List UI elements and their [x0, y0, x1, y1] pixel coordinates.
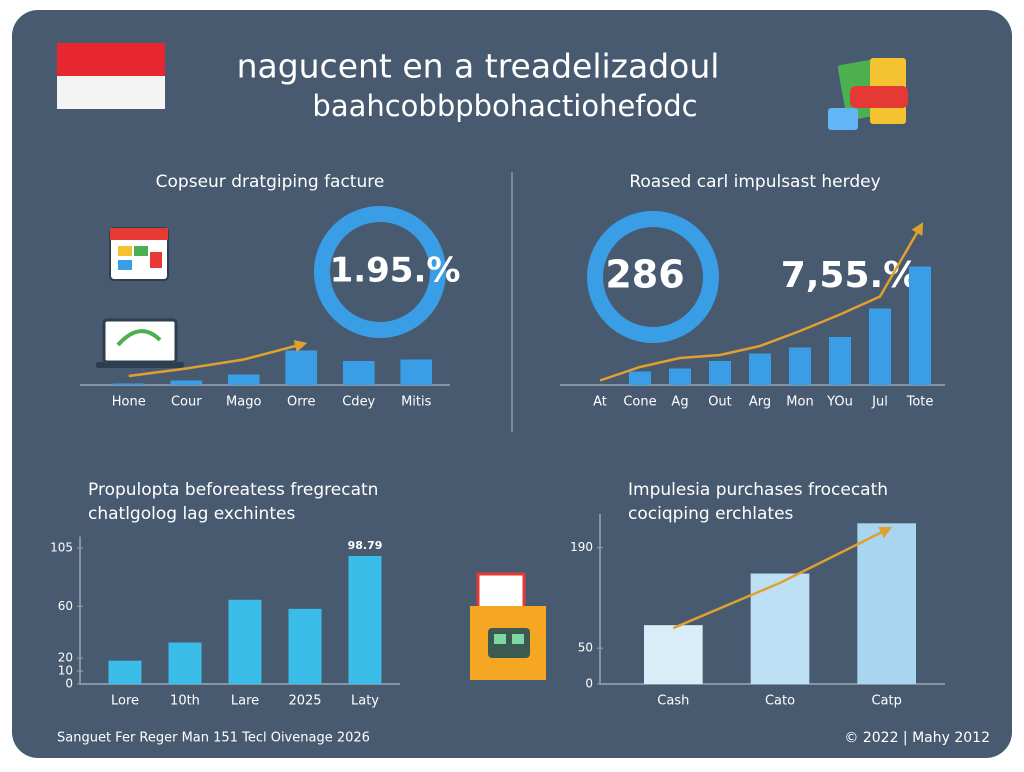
- x-tick-label: Lare: [231, 694, 259, 709]
- y-tick-label: 105: [50, 540, 73, 554]
- bar: [869, 308, 891, 385]
- x-tick-label: Mago: [226, 395, 261, 410]
- chart-title: Propulopta beforeatess fregrecatn: [88, 480, 378, 500]
- bar: [750, 573, 810, 684]
- bar: [285, 350, 318, 385]
- trend-line: [128, 340, 308, 378]
- x-tick-label: Hone: [112, 395, 146, 410]
- header-subtitle: baahcobbpbohactiohefodc: [312, 89, 697, 123]
- bar: [342, 361, 375, 385]
- y-tick-label: 0: [585, 677, 593, 691]
- donut: [587, 211, 719, 343]
- bar: [348, 556, 382, 684]
- x-tick-label: 2025: [288, 694, 321, 709]
- x-tick-label: Mon: [786, 395, 813, 410]
- laptop-icon: [96, 318, 184, 368]
- header-title: nagucent en a treadelizadoul: [237, 47, 720, 86]
- x-tick-label: Cdey: [342, 395, 375, 410]
- x-tick-label: Catp: [871, 694, 901, 709]
- chart-subtitle: chatlgolog lag exchintes: [88, 504, 295, 524]
- x-tick-label: Laty: [351, 694, 379, 709]
- value-label: 98.79: [348, 539, 383, 552]
- bar: [168, 642, 202, 684]
- chart-title: Impulesia purchases frocecath: [628, 480, 888, 500]
- chart-title: Copseur dratgiping facture: [156, 172, 385, 192]
- money-icon: [828, 58, 908, 130]
- x-tick-label: Out: [708, 395, 732, 410]
- x-tick-label: Tote: [906, 395, 934, 410]
- bar: [228, 599, 262, 684]
- x-tick-label: Cash: [657, 694, 689, 709]
- y-tick-label: 20: [58, 651, 73, 665]
- y-tick-label: 50: [578, 641, 593, 655]
- footer-left: Sanguet Fer Reger Man 151 Tecl Oivenage …: [57, 731, 370, 746]
- bar: [857, 523, 916, 684]
- bar: [669, 368, 691, 385]
- annotation: 1.95.%: [330, 251, 461, 291]
- bar: [829, 337, 851, 385]
- x-tick-label: Orre: [287, 395, 315, 410]
- bar: [112, 383, 145, 385]
- bar: [227, 374, 260, 385]
- x-tick-label: At: [593, 395, 607, 410]
- x-tick-label: Cone: [623, 395, 656, 410]
- bar: [400, 359, 433, 385]
- bar: [749, 353, 771, 385]
- x-tick-label: YOu: [826, 395, 853, 410]
- x-tick-label: Cour: [171, 395, 202, 410]
- chart-title: Roased carl impulsast herdey: [629, 172, 880, 192]
- trend-line: [599, 222, 924, 382]
- y-tick-label: 60: [58, 599, 73, 613]
- x-tick-label: Cato: [765, 694, 795, 709]
- bar: [909, 266, 931, 385]
- bar: [108, 660, 142, 684]
- chart-subtitle: cociqping erchlates: [628, 504, 794, 524]
- x-tick-label: Lore: [111, 694, 139, 709]
- box-icon: [470, 572, 546, 680]
- bar: [288, 608, 322, 684]
- bar: [644, 625, 703, 684]
- x-tick-label: 10th: [170, 694, 200, 709]
- annotation: 7,55.%: [781, 255, 920, 296]
- flag: [57, 43, 165, 109]
- y-tick-label: 0: [65, 677, 73, 691]
- x-tick-label: Mitis: [401, 395, 432, 410]
- annotation: 286: [605, 253, 684, 297]
- bar: [709, 361, 731, 385]
- bar: [789, 347, 811, 385]
- y-tick-label: 190: [570, 540, 593, 554]
- footer-right: © 2022 | Mahy 2012: [844, 730, 990, 746]
- x-tick-label: Ag: [671, 395, 688, 410]
- bar: [629, 371, 651, 385]
- donut: [314, 206, 446, 338]
- calendar-icon: [109, 227, 169, 281]
- bar: [170, 380, 203, 385]
- x-tick-label: Arg: [749, 395, 771, 410]
- trend-line: [672, 526, 893, 630]
- x-tick-label: Jul: [871, 395, 888, 410]
- y-tick-label: 10: [58, 664, 73, 678]
